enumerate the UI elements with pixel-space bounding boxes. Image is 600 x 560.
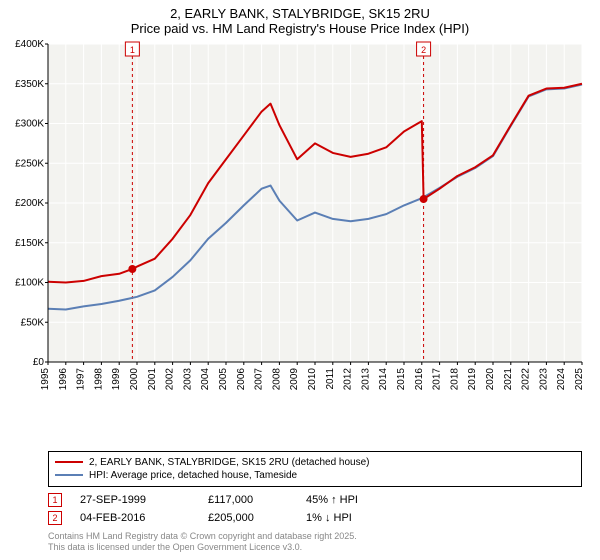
legend-label-hpi: HPI: Average price, detached house, Tame… [89,470,297,481]
legend: 2, EARLY BANK, STALYBRIDGE, SK15 2RU (de… [48,451,582,487]
legend-item-hpi: HPI: Average price, detached house, Tame… [55,469,575,482]
svg-text:1996: 1996 [58,368,69,391]
svg-text:2009: 2009 [289,368,300,391]
svg-text:2021: 2021 [503,368,514,391]
svg-text:2002: 2002 [165,368,176,391]
svg-text:£50K: £50K [21,317,45,328]
svg-text:£0: £0 [33,357,45,368]
svg-text:2014: 2014 [378,368,389,391]
title-line1: 2, EARLY BANK, STALYBRIDGE, SK15 2RU [0,6,600,21]
sale-pct: 1% ↓ HPI [306,512,396,524]
svg-text:2015: 2015 [396,368,407,391]
chart-title: 2, EARLY BANK, STALYBRIDGE, SK15 2RU Pri… [0,0,600,38]
svg-text:£100K: £100K [15,278,44,289]
svg-text:2000: 2000 [129,368,140,391]
svg-text:1998: 1998 [93,368,104,391]
svg-text:2007: 2007 [254,368,265,391]
svg-text:2003: 2003 [182,368,193,391]
svg-text:2018: 2018 [449,368,460,391]
copyright-line1: Contains HM Land Registry data © Crown c… [48,531,582,543]
svg-text:1: 1 [130,45,135,55]
svg-text:1997: 1997 [76,368,87,391]
svg-text:2025: 2025 [574,368,585,391]
svg-text:£350K: £350K [15,79,44,90]
sale-price: £117,000 [208,494,288,506]
svg-text:2020: 2020 [485,368,496,391]
svg-text:1999: 1999 [111,368,122,391]
svg-text:£250K: £250K [15,158,44,169]
svg-text:2016: 2016 [414,368,425,391]
svg-text:2008: 2008 [271,368,282,391]
svg-text:2010: 2010 [307,368,318,391]
svg-text:2005: 2005 [218,368,229,391]
sale-row: 2 04-FEB-2016 £205,000 1% ↓ HPI [48,509,582,527]
legend-swatch-hpi [55,474,83,476]
svg-text:2022: 2022 [521,368,532,391]
sale-pct: 45% ↑ HPI [306,494,396,506]
svg-text:2011: 2011 [325,368,336,390]
svg-text:2012: 2012 [343,368,354,391]
svg-text:2004: 2004 [200,368,211,391]
sale-marker-2: 2 [48,511,62,525]
svg-text:1995: 1995 [40,368,51,391]
sale-date: 04-FEB-2016 [80,512,190,524]
svg-text:2001: 2001 [147,368,158,391]
svg-text:2006: 2006 [236,368,247,391]
sale-table: 1 27-SEP-1999 £117,000 45% ↑ HPI 2 04-FE… [48,491,582,527]
legend-label-property: 2, EARLY BANK, STALYBRIDGE, SK15 2RU (de… [89,457,370,468]
svg-text:2013: 2013 [360,368,371,391]
legend-swatch-property [55,461,83,463]
line-chart: 1 2 £0 £50K £100K £150K £200K £250K £300K £350K £4… [0,38,600,408]
copyright-line2: This data is licensed under the Open Gov… [48,542,582,554]
sale-row: 1 27-SEP-1999 £117,000 45% ↑ HPI [48,491,582,509]
legend-item-property: 2, EARLY BANK, STALYBRIDGE, SK15 2RU (de… [55,456,575,469]
title-line2: Price paid vs. HM Land Registry's House … [0,21,600,36]
sale-price: £205,000 [208,512,288,524]
chart-area: 1 2 £0 £50K £100K £150K £200K £250K £300K £350K £4… [0,38,600,408]
svg-text:£400K: £400K [15,39,44,50]
chart-footer: 2, EARLY BANK, STALYBRIDGE, SK15 2RU (de… [0,449,600,560]
svg-text:2017: 2017 [432,368,443,391]
svg-text:2019: 2019 [467,368,478,391]
sale-marker-1: 1 [48,493,62,507]
svg-text:£200K: £200K [15,198,44,209]
svg-text:2023: 2023 [538,368,549,391]
svg-text:2024: 2024 [556,368,567,391]
svg-text:2: 2 [421,45,426,55]
svg-text:£300K: £300K [15,119,44,130]
sale-date: 27-SEP-1999 [80,494,190,506]
svg-text:£150K: £150K [15,238,44,249]
copyright: Contains HM Land Registry data © Crown c… [48,531,582,554]
